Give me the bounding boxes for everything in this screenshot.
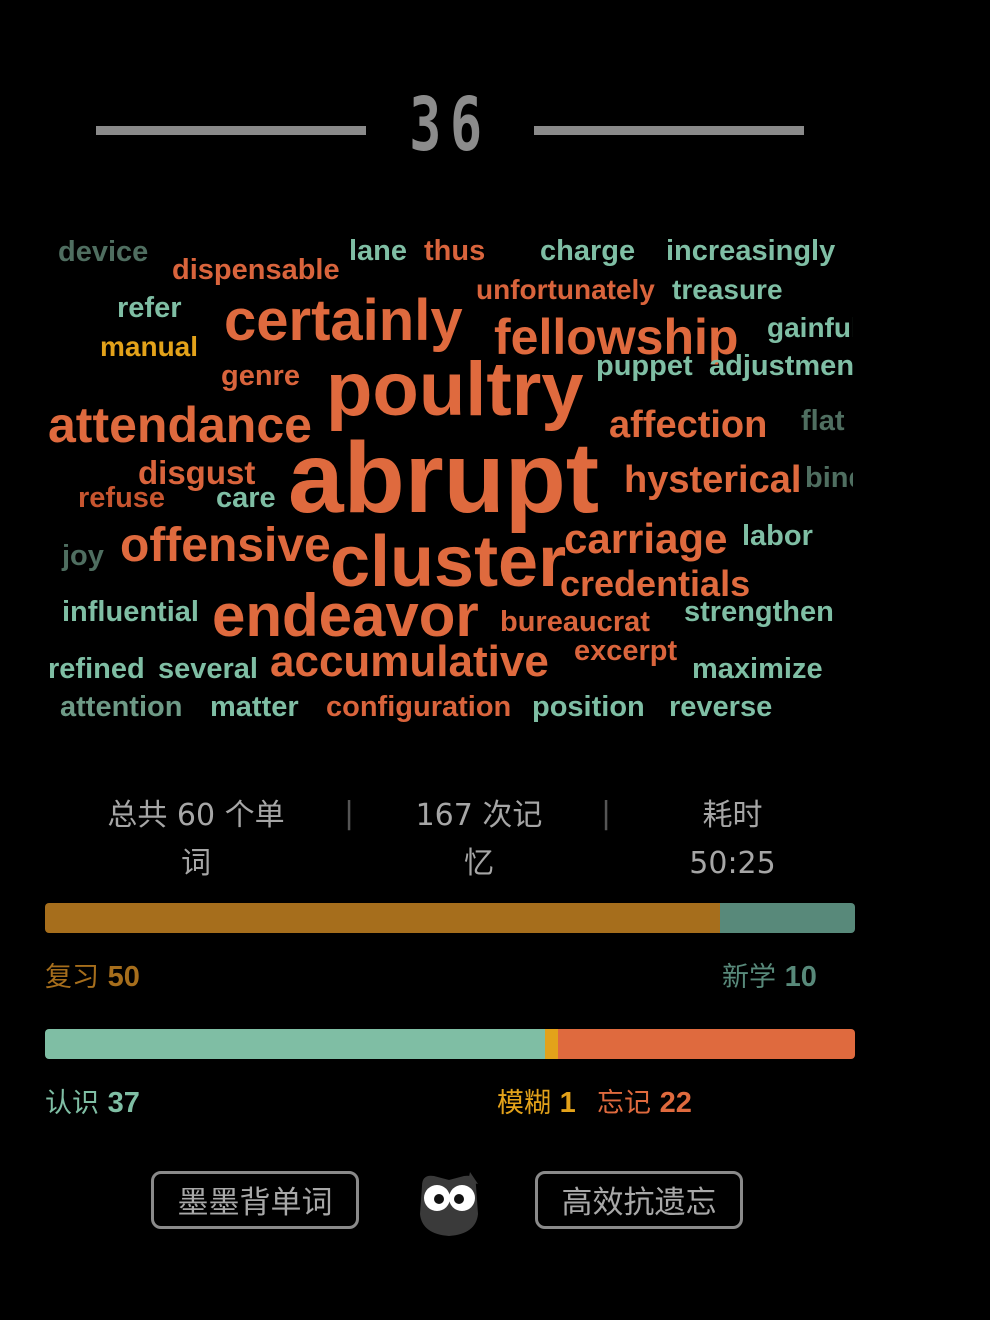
new-segment [720, 903, 855, 933]
cloud-word: strengthen [684, 596, 834, 628]
review-segment [45, 903, 720, 933]
cloud-word: reverse [669, 691, 773, 723]
cloud-word: thus [424, 235, 486, 267]
cloud-word: refuse [78, 482, 166, 514]
cloud-word: treasure [672, 274, 783, 305]
cloud-word: offensive [120, 519, 331, 572]
cloud-word: labor [742, 520, 813, 552]
cloud-word: charge [540, 235, 636, 267]
cloud-word: refer [117, 292, 182, 324]
app-name-button[interactable]: 墨墨背单词 [151, 1171, 359, 1229]
slogan-button[interactable]: 高效抗遗忘 [535, 1171, 743, 1229]
day-count: 36 [409, 82, 491, 168]
cloud-word: device [58, 236, 149, 268]
cloud-word: bureaucrat [500, 606, 650, 638]
cloud-word: maximize [692, 653, 823, 685]
header-line-left [96, 126, 366, 135]
known-label: 认识 37 [45, 1087, 140, 1119]
cloud-word: disgust [138, 454, 256, 491]
cloud-word: endeavor [212, 582, 479, 649]
cloud-word: affection [609, 404, 768, 446]
cloud-word: certainly [224, 288, 463, 353]
cloud-word: attention [60, 691, 183, 723]
cloud-word: adjustment [709, 350, 853, 382]
stat-time-label: 耗时 [702, 798, 763, 833]
forgot-label: 忘记 22 [597, 1087, 692, 1119]
cloud-word: influential [62, 596, 199, 628]
review-label: 复习 50 [45, 961, 140, 993]
cloud-word: gainful [767, 312, 853, 343]
cloud-word: dispensable [172, 254, 340, 286]
cloud-word: credentials [560, 563, 751, 604]
cloud-word: position [532, 691, 645, 723]
cloud-word: abrupt [288, 422, 600, 534]
cloud-word: several [158, 653, 258, 685]
cloud-word: joy [62, 540, 104, 572]
forgot-segment [558, 1029, 855, 1059]
cloud-word: carriage [564, 515, 728, 562]
cloud-word: refined [48, 653, 145, 685]
cloud-word: attendance [48, 397, 312, 453]
cloud-word: unfortunately [476, 274, 655, 305]
header-line-right [534, 126, 804, 135]
cloud-word: matter [210, 691, 299, 723]
memory-progress-bar [45, 1029, 855, 1059]
stat-separator: | [601, 796, 612, 831]
cloud-word: configuration [326, 691, 512, 723]
vague-label: 模糊 1 [497, 1087, 576, 1119]
cloud-word: cluster [330, 522, 567, 602]
stat-reviews: 167 次记忆 [415, 798, 543, 881]
cloud-word: accumulative [270, 637, 549, 686]
vague-segment [544, 1029, 558, 1059]
cloud-word: increasingly [666, 235, 836, 267]
cloud-word: manual [100, 331, 199, 362]
cloud-word: excerpt [574, 635, 678, 667]
cloud-word: genre [221, 360, 300, 392]
stat-time-value: 50:25 [689, 846, 776, 881]
cloud-word: flat [801, 405, 845, 437]
cloud-word: poultry [326, 347, 584, 432]
stat-separator: | [344, 796, 355, 831]
cloud-word: lane [349, 235, 408, 267]
cloud-word: bind [805, 462, 853, 494]
cloud-word: fellowship [494, 309, 739, 365]
stat-total-words: 总共 60 个单词 [107, 798, 285, 881]
word-cloud: device dispensable lane thus charge increasin… [48, 220, 853, 740]
learning-progress-bar [45, 903, 855, 933]
cloud-word: care [216, 482, 276, 514]
stat-time: 耗时 50:25 [650, 792, 815, 888]
owl-icon [420, 1172, 478, 1236]
cloud-word: puppet [596, 350, 693, 382]
new-label: 新学 10 [722, 961, 817, 993]
known-segment [45, 1029, 545, 1059]
cloud-word: hysterical [624, 459, 802, 501]
